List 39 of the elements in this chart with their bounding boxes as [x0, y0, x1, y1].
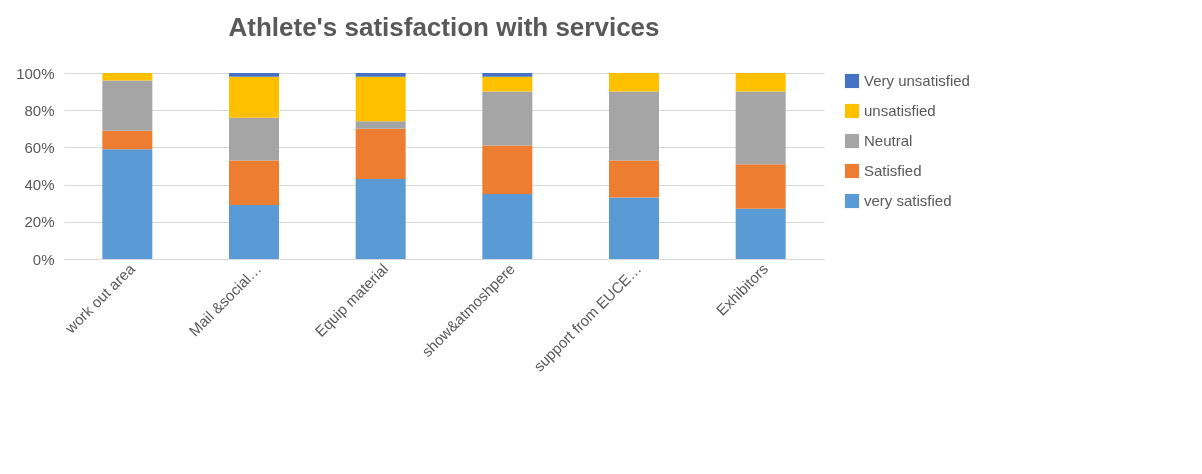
bar — [609, 160, 659, 198]
bar — [735, 164, 786, 209]
bar — [355, 121, 406, 129]
bar — [229, 117, 279, 161]
bar — [229, 73, 279, 77]
legend-label: unsatisfied — [864, 102, 936, 119]
bar — [735, 91, 786, 165]
bar — [735, 208, 786, 259]
bar — [229, 76, 279, 118]
bar — [355, 128, 406, 180]
bar — [609, 197, 659, 259]
bar — [355, 76, 406, 122]
y-tick-label: 60% — [24, 138, 55, 156]
y-tick-label: 20% — [24, 213, 55, 231]
y-tick-label: 80% — [24, 101, 55, 119]
bar — [355, 179, 406, 259]
bar — [609, 91, 659, 161]
bar — [482, 91, 533, 146]
bar — [102, 73, 153, 81]
bar — [102, 149, 153, 259]
bar — [482, 193, 533, 259]
legend-label: Satisfied — [864, 162, 922, 179]
chart-title: Athlete's satisfaction with services — [228, 12, 660, 42]
bar — [229, 205, 279, 259]
bar — [229, 160, 279, 206]
bar — [482, 73, 533, 77]
bar — [355, 73, 406, 77]
bar — [102, 80, 153, 131]
y-tick-label: 100% — [16, 64, 55, 82]
bar — [482, 145, 533, 194]
y-tick-label: 0% — [32, 250, 55, 268]
legend-label: Very unsatisfied — [864, 72, 970, 89]
bar — [609, 73, 659, 92]
bar — [735, 73, 786, 92]
legend-label: Neutral — [864, 132, 913, 149]
legend-label: very satisfied — [864, 192, 952, 209]
bar — [482, 76, 533, 92]
bar — [102, 130, 153, 150]
y-tick-label: 40% — [24, 176, 55, 194]
